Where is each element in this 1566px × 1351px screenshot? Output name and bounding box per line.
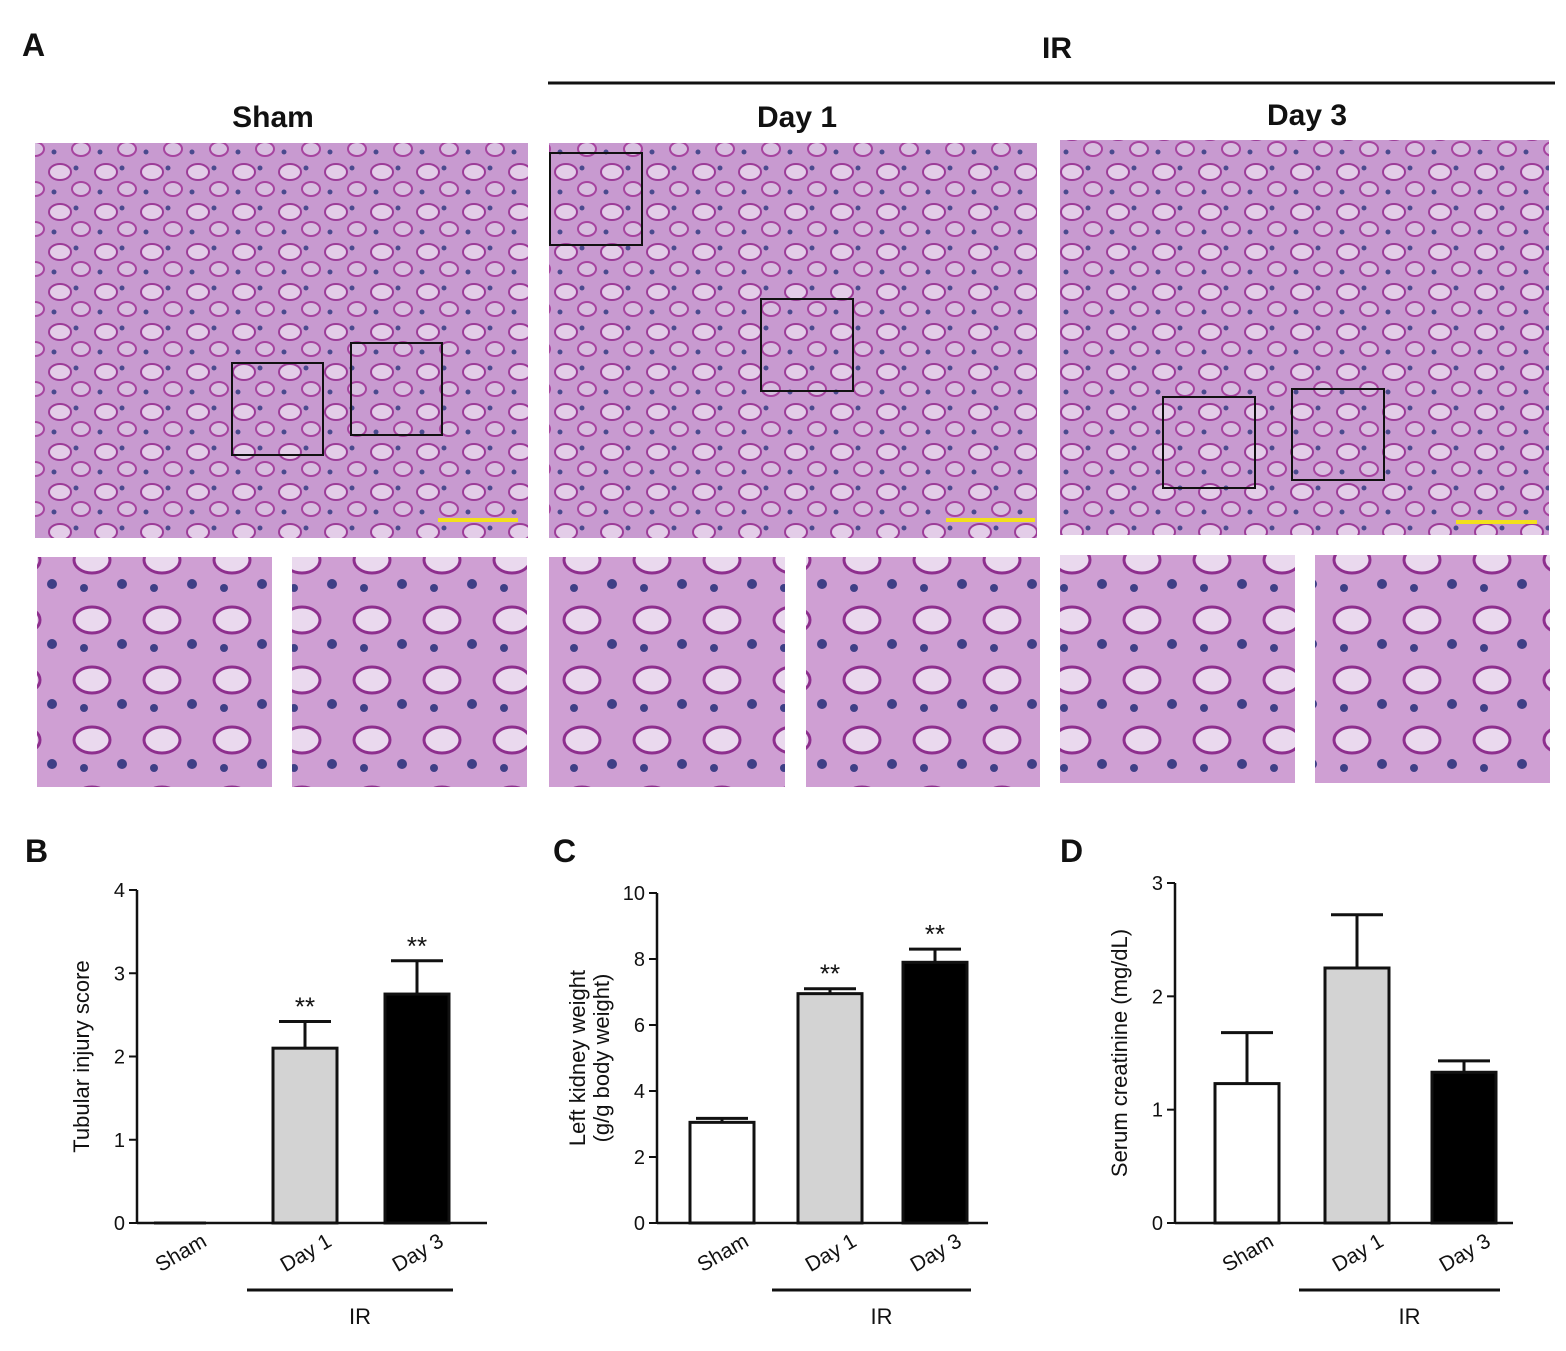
- panel-label: B: [25, 833, 48, 869]
- y-axis-label: (g/g body weight): [589, 974, 614, 1143]
- y-tick-label: 3: [114, 963, 125, 985]
- significance-label: **: [295, 992, 315, 1022]
- significance-label: **: [407, 931, 427, 961]
- panel-label: D: [1060, 833, 1083, 869]
- x-tick-label: Day 3: [1435, 1229, 1494, 1276]
- inset-box: [1291, 388, 1385, 481]
- group-label: IR: [1399, 1304, 1421, 1329]
- micrograph: [1060, 140, 1549, 535]
- inset-box: [549, 152, 643, 246]
- micrograph-inset: [292, 557, 527, 787]
- y-tick-label: 6: [634, 1015, 645, 1037]
- panel-a: A IR Sham Day 1 Day 3: [22, 27, 1555, 787]
- y-tick-label: 3: [1152, 873, 1163, 895]
- bar: [901, 960, 969, 1225]
- panel-label: A: [22, 27, 45, 63]
- inset-box: [760, 298, 854, 392]
- group-label: IR: [349, 1304, 371, 1329]
- y-tick-label: 0: [1152, 1213, 1163, 1235]
- y-tick-label: 8: [634, 949, 645, 971]
- y-tick-label: 4: [634, 1081, 645, 1103]
- bar: [688, 1120, 756, 1225]
- micrograph-inset: [1315, 555, 1550, 783]
- micrograph: [35, 143, 528, 538]
- x-tick-label: Day 1: [801, 1229, 860, 1276]
- micrograph-inset: [37, 557, 272, 787]
- y-axis-label: Serum creatinine (mg/dL): [1107, 929, 1132, 1177]
- bar: [1323, 966, 1391, 1225]
- x-tick-label: Day 3: [906, 1229, 965, 1276]
- y-tick-label: 0: [114, 1213, 125, 1235]
- x-tick-label: Day 1: [276, 1229, 335, 1276]
- x-tick-label: Day 3: [388, 1229, 447, 1276]
- y-axis-label: Left kidney weight: [565, 970, 590, 1146]
- column-title: Day 3: [1267, 99, 1347, 132]
- micrograph-inset: [806, 557, 1040, 787]
- x-tick-label: Sham: [151, 1229, 210, 1276]
- bar: [1430, 1070, 1498, 1225]
- y-tick-label: 2: [1152, 986, 1163, 1008]
- panel-label: C: [553, 833, 576, 869]
- micrograph: [549, 143, 1037, 538]
- bar: [383, 992, 451, 1225]
- y-tick-label: 1: [1152, 1100, 1163, 1122]
- significance-label: **: [820, 959, 840, 989]
- y-tick-label: 10: [623, 883, 645, 905]
- group-label: IR: [1042, 32, 1072, 65]
- group-label: IR: [871, 1304, 893, 1329]
- bar: [271, 1046, 339, 1225]
- y-tick-label: 4: [114, 880, 125, 902]
- y-tick-label: 2: [114, 1047, 125, 1069]
- x-tick-label: Day 1: [1328, 1229, 1387, 1276]
- inset-box: [231, 362, 324, 456]
- x-tick-label: Sham: [1218, 1229, 1277, 1276]
- significance-label: **: [925, 919, 945, 949]
- column-title: Sham: [232, 101, 314, 134]
- inset-box: [350, 342, 443, 436]
- y-tick-label: 1: [114, 1130, 125, 1152]
- column-title: Day 1: [757, 101, 837, 134]
- bar: [796, 992, 864, 1225]
- y-tick-label: 2: [634, 1147, 645, 1169]
- y-axis-label: Tubular injury score: [69, 960, 94, 1152]
- inset-box: [1162, 396, 1256, 489]
- micrograph-inset: [549, 557, 785, 787]
- bar: [1213, 1082, 1281, 1225]
- micrograph-inset: [1060, 555, 1295, 783]
- y-tick-label: 0: [634, 1213, 645, 1235]
- x-tick-label: Sham: [693, 1229, 752, 1276]
